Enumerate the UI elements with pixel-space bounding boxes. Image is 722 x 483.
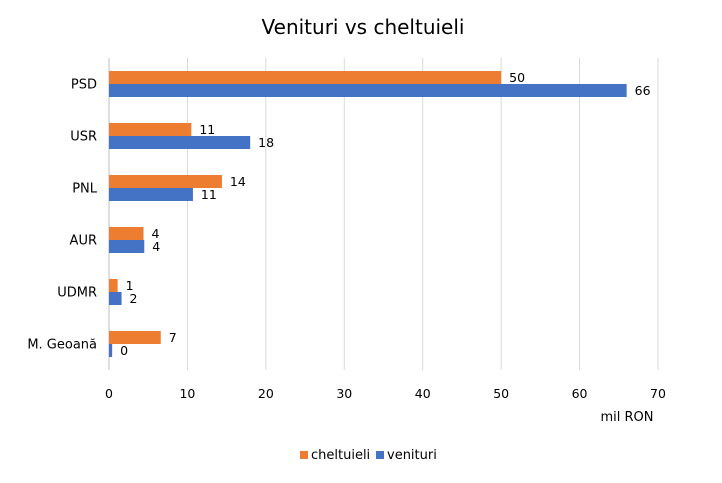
bar-cheltuieli — [109, 175, 222, 188]
data-label-venituri: 18 — [258, 135, 274, 150]
bar-cheltuieli — [109, 279, 118, 292]
legend-swatch-cheltuieli — [300, 451, 308, 459]
data-label-venituri: 2 — [130, 291, 138, 306]
bar-venituri — [109, 240, 145, 253]
x-tick-label: 10 — [179, 386, 195, 401]
category-label: AUR — [70, 234, 97, 249]
x-tick-label: 50 — [493, 386, 509, 401]
data-label-venituri: 4 — [152, 239, 160, 254]
legend-label-venituri: venituri — [387, 448, 437, 463]
data-label-venituri: 11 — [201, 187, 217, 202]
bars — [109, 71, 627, 357]
data-label-cheltuieli: 11 — [199, 122, 215, 137]
data-label-cheltuieli: 4 — [152, 226, 160, 241]
category-label: PSD — [71, 78, 97, 93]
x-tick-labels: 0 10 20 30 40 50 60 70 — [105, 386, 666, 401]
category-labels: PSD USR PNL AUR UDMR M. Geoană — [27, 78, 97, 353]
bar-venituri — [109, 136, 251, 149]
legend-swatch-venituri — [376, 451, 384, 459]
legend-label-cheltuieli: cheltuieli — [311, 448, 370, 463]
category-label: UDMR — [57, 286, 97, 301]
category-label: USR — [70, 130, 97, 145]
data-label-cheltuieli: 14 — [230, 174, 246, 189]
x-tick-label: 0 — [105, 386, 113, 401]
data-label-venituri: 66 — [635, 83, 651, 98]
data-label-cheltuieli: 1 — [126, 278, 134, 293]
category-label: PNL — [72, 182, 98, 197]
x-tick-label: 30 — [336, 386, 352, 401]
bar-cheltuieli — [109, 71, 502, 84]
x-tick-label: 40 — [415, 386, 431, 401]
category-label: M. Geoană — [27, 338, 97, 353]
bar-cheltuieli — [109, 227, 144, 240]
bar-venituri — [109, 292, 122, 305]
bar-venituri — [109, 188, 193, 201]
x-tick-label: 20 — [258, 386, 274, 401]
data-label-venituri: 0 — [120, 343, 128, 358]
bar-cheltuieli — [109, 123, 192, 136]
bar-venituri — [109, 84, 627, 97]
x-tick-label: 60 — [572, 386, 588, 401]
bar-cheltuieli — [109, 331, 161, 344]
data-labels: 50 66 11 18 14 11 44 12 7 0 — [120, 70, 650, 358]
data-label-cheltuieli: 50 — [509, 70, 525, 85]
x-tick-label: 70 — [650, 386, 666, 401]
chart-title: Venituri vs cheltuieli — [262, 15, 465, 39]
data-label-cheltuieli: 7 — [169, 330, 177, 345]
legend: cheltuieli venituri — [300, 448, 437, 463]
bar-venituri — [109, 344, 113, 357]
gridlines — [108, 58, 659, 370]
x-axis-label: mil RON — [600, 410, 653, 425]
